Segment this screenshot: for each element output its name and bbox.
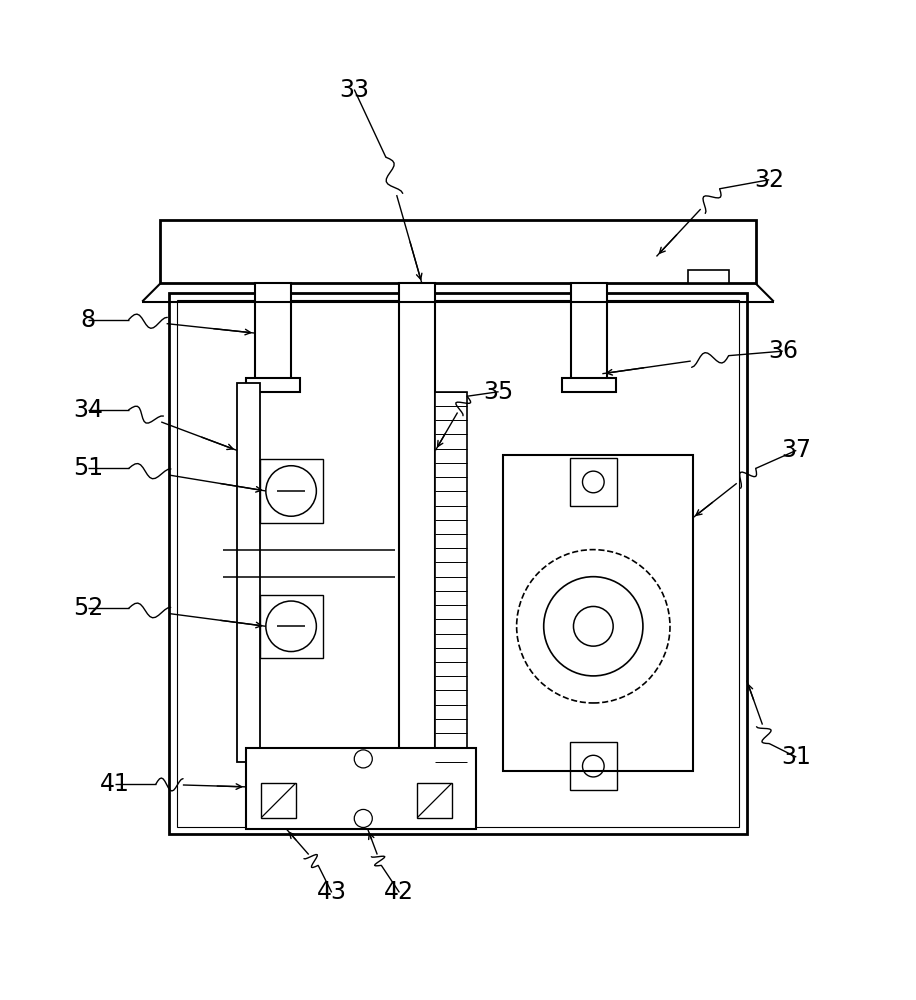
Bar xyxy=(255,283,291,383)
Text: 31: 31 xyxy=(781,745,812,769)
Bar xyxy=(418,783,452,818)
Bar xyxy=(237,383,259,762)
Bar xyxy=(259,459,322,523)
Text: 42: 42 xyxy=(385,880,414,904)
Bar xyxy=(688,270,728,283)
Text: 52: 52 xyxy=(73,596,104,620)
Text: 36: 36 xyxy=(768,339,798,363)
Bar xyxy=(503,455,692,771)
Bar xyxy=(169,293,747,834)
Bar xyxy=(246,748,476,829)
Text: 32: 32 xyxy=(754,168,784,192)
Text: 33: 33 xyxy=(339,78,369,102)
Text: 37: 37 xyxy=(781,438,812,462)
Text: 34: 34 xyxy=(73,398,104,422)
Text: 51: 51 xyxy=(73,456,104,480)
Bar xyxy=(435,392,467,762)
Text: 41: 41 xyxy=(100,772,130,796)
Bar xyxy=(177,300,739,827)
Bar xyxy=(562,378,616,392)
Bar xyxy=(570,742,617,790)
Bar xyxy=(259,595,322,658)
Text: 35: 35 xyxy=(484,380,514,404)
Bar xyxy=(399,283,435,762)
Text: 43: 43 xyxy=(317,880,346,904)
Bar xyxy=(571,283,606,383)
Bar xyxy=(160,220,756,283)
Text: 8: 8 xyxy=(81,308,95,332)
Bar xyxy=(261,783,296,818)
Bar xyxy=(246,378,300,392)
Bar xyxy=(570,458,617,506)
